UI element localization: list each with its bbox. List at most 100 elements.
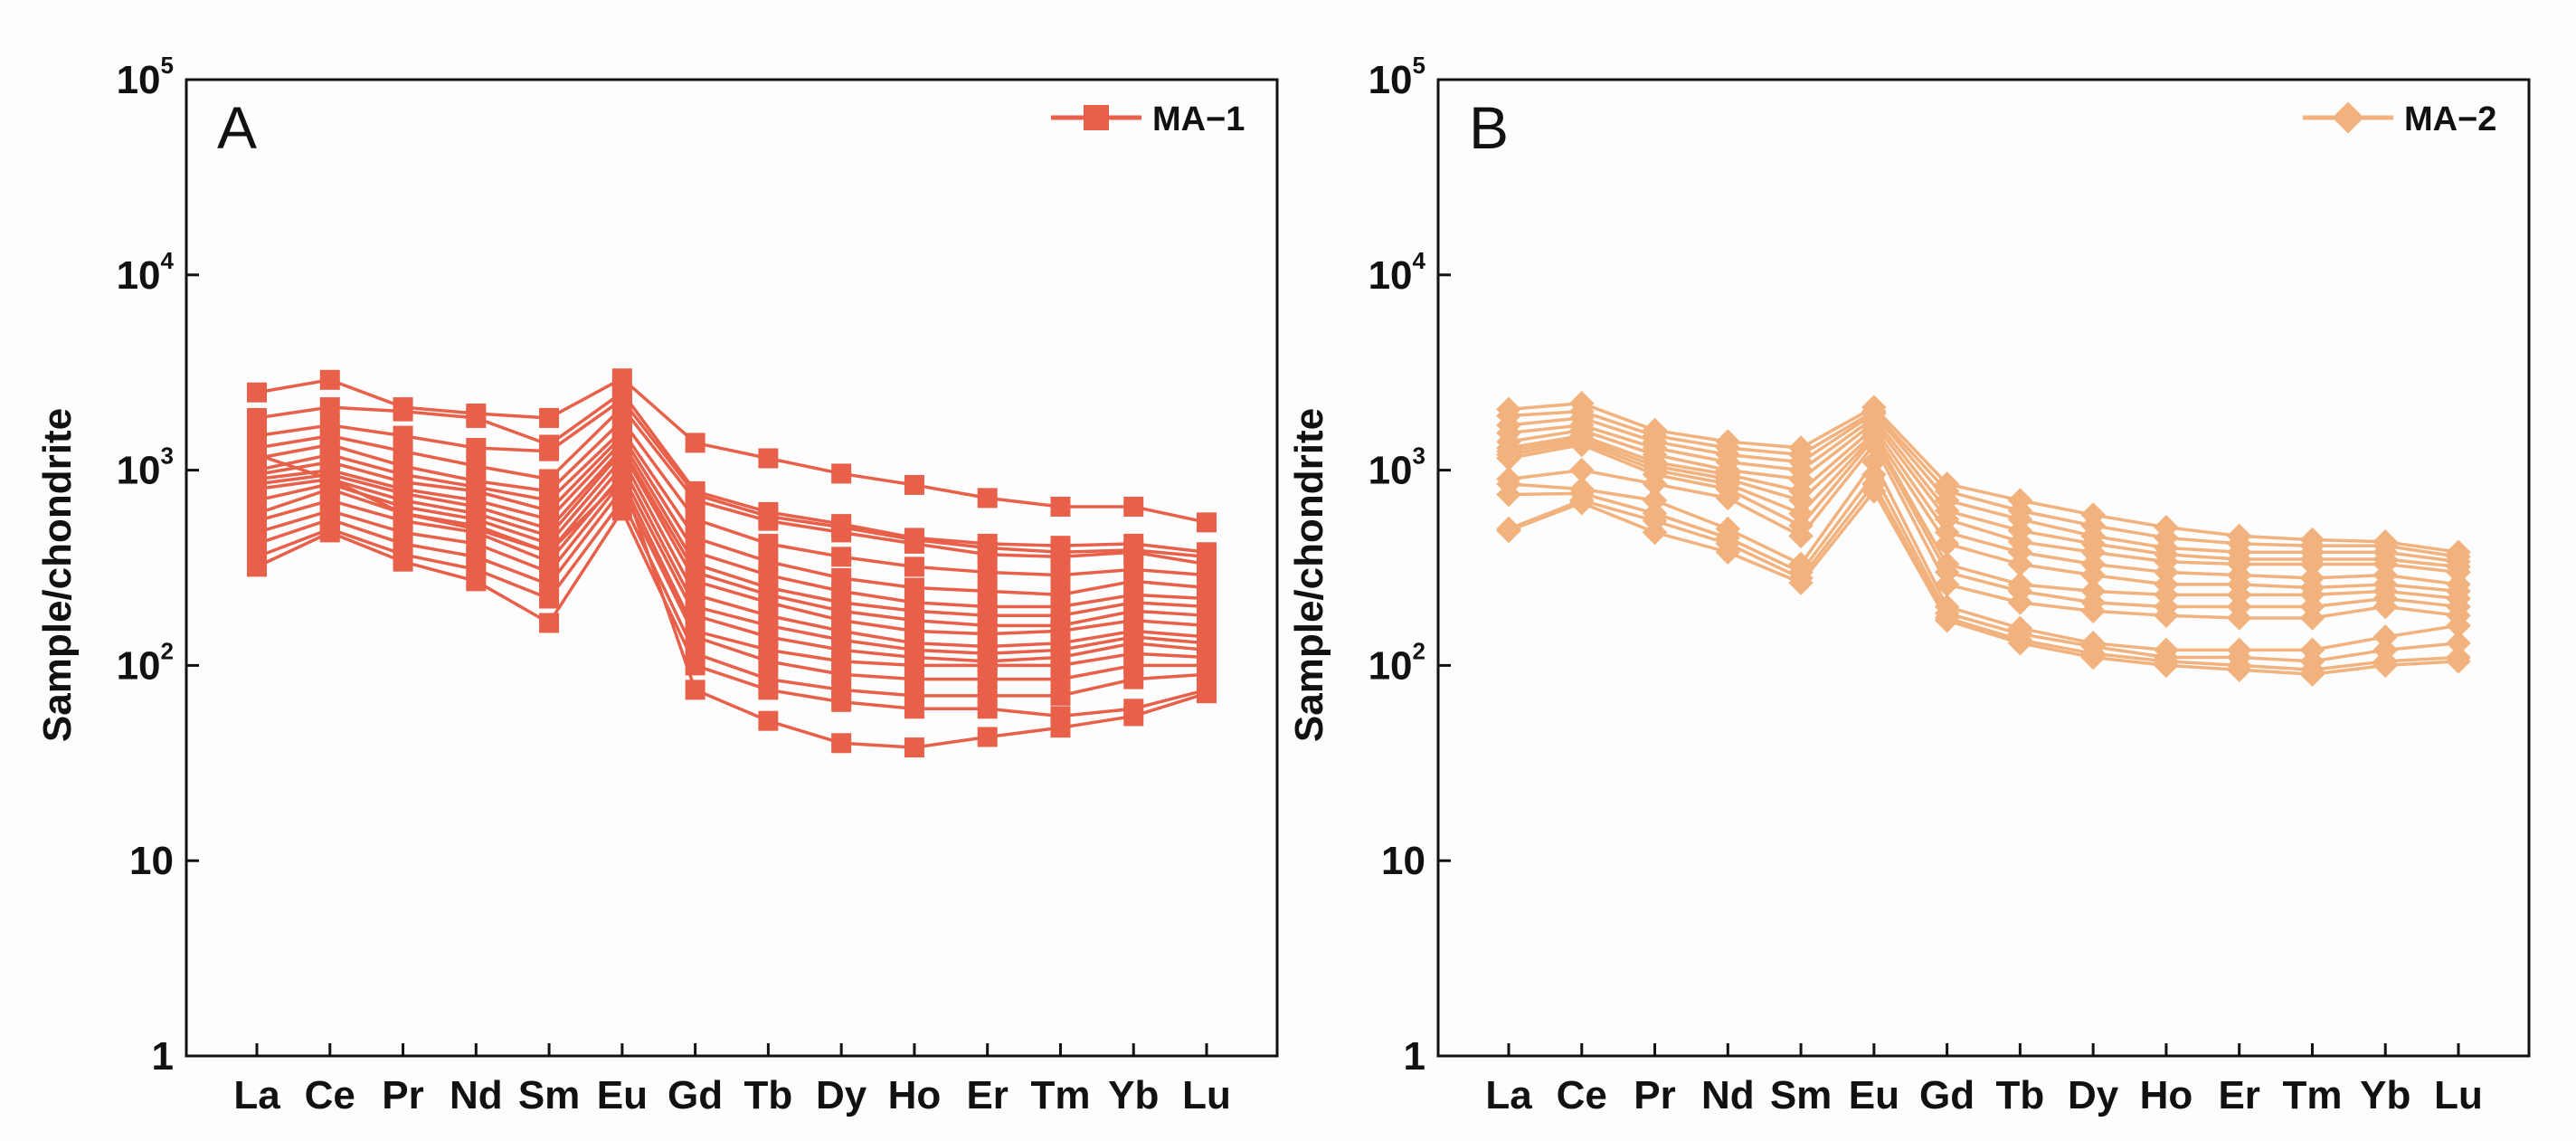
data-point — [1715, 485, 1741, 511]
y-tick-label: 1 — [152, 1034, 174, 1079]
data-point — [1123, 706, 1144, 727]
series-path — [256, 507, 1208, 718]
data-point — [2226, 657, 2252, 682]
series-line — [1496, 426, 2471, 620]
series-line — [247, 425, 1217, 617]
data-point — [466, 407, 487, 428]
series-path — [1508, 425, 2459, 586]
data-point — [2446, 631, 2471, 656]
series-path — [256, 427, 1208, 597]
series-path — [256, 397, 1208, 559]
x-tick-label: Ce — [1557, 1073, 1607, 1117]
x-tick-label: Sm — [518, 1073, 580, 1117]
data-point — [539, 441, 560, 461]
data-point — [1861, 479, 1887, 504]
x-tick-label: Tb — [744, 1073, 793, 1117]
data-point — [2372, 624, 2398, 650]
x-tick-label: Er — [2218, 1073, 2259, 1117]
data-point — [1788, 523, 1814, 549]
legend-label: MA−2 — [2404, 100, 2496, 138]
series-path — [1508, 401, 2459, 555]
data-point — [1788, 570, 1814, 595]
y-tick-label: 103 — [1368, 442, 1425, 493]
data-point — [1123, 496, 1144, 517]
data-point — [247, 444, 267, 465]
data-point — [1496, 481, 1521, 508]
data-point — [758, 710, 779, 731]
x-tick-label: Tb — [1996, 1073, 2045, 1117]
data-point — [2446, 649, 2471, 674]
y-tick-label: 105 — [117, 52, 174, 102]
x-tick-label: Yb — [2360, 1073, 2410, 1117]
x-tick-label: Nd — [1701, 1073, 1755, 1117]
data-point — [1642, 519, 1668, 546]
x-tick-label: Sm — [1770, 1073, 1832, 1117]
series-path — [256, 497, 1208, 698]
x-tick-label: Ho — [2140, 1073, 2193, 1117]
series-path — [256, 478, 1208, 668]
data-point — [904, 533, 924, 554]
data-point — [758, 651, 779, 671]
series-path — [1508, 480, 2459, 671]
data-point — [2299, 551, 2325, 577]
data-point — [1084, 105, 1109, 130]
data-point — [1123, 669, 1144, 689]
series-path — [256, 417, 1208, 577]
x-tick-label: Gd — [1919, 1073, 1975, 1117]
data-point — [247, 407, 267, 428]
data-point — [1197, 683, 1217, 704]
data-point — [977, 699, 998, 719]
y-tick-label: 103 — [117, 442, 174, 493]
series-path — [256, 404, 1208, 566]
data-point — [2372, 652, 2398, 679]
series-path — [256, 445, 1208, 628]
data-point — [1123, 542, 1144, 563]
x-tick-label: Yb — [1108, 1073, 1159, 1117]
data-point — [1050, 496, 1071, 517]
data-point — [1050, 718, 1071, 738]
series-path — [1508, 409, 2459, 559]
data-point — [1197, 512, 1217, 533]
y-axis-label: Sample/chondrite — [35, 408, 80, 742]
x-tick-label: Eu — [1849, 1073, 1899, 1117]
data-point — [904, 699, 924, 719]
data-point — [831, 463, 852, 484]
data-point — [611, 500, 632, 521]
series-path — [256, 448, 1208, 636]
panel-letter: B — [1469, 94, 1509, 161]
data-point — [2299, 661, 2325, 688]
data-point — [904, 474, 924, 495]
data-point — [685, 509, 706, 529]
y-tick-label: 10 — [129, 839, 174, 883]
y-tick-label: 104 — [1368, 247, 1426, 298]
panel-letter: A — [217, 94, 257, 161]
series-line — [247, 397, 1217, 575]
series-path — [256, 486, 1207, 681]
y-tick-label: 10 — [1381, 839, 1425, 883]
data-point — [831, 664, 852, 685]
data-point — [393, 551, 413, 572]
data-point — [758, 448, 779, 469]
data-point — [977, 727, 998, 747]
data-point — [539, 613, 560, 633]
data-point — [1050, 547, 1071, 567]
data-point — [1642, 488, 1668, 513]
y-tick-label: 1 — [1404, 1034, 1425, 1079]
data-point — [319, 522, 340, 543]
y-tick-label: 105 — [1368, 52, 1425, 102]
series-path — [256, 452, 1208, 749]
legend-label: MA−1 — [1152, 100, 1245, 138]
series-line — [247, 444, 1217, 758]
x-tick-label: Er — [966, 1073, 1008, 1117]
panel-b: 1 10 102 103 104 105 La Ce Pr Nd Sm Eu Gd Tb Dy Ho Er Tm Y… — [1287, 52, 2531, 1117]
data-point — [758, 510, 779, 531]
data-point — [2007, 590, 2033, 615]
data-point — [2007, 551, 2033, 577]
data-point — [1197, 664, 1217, 685]
x-tick-label: La — [1485, 1073, 1532, 1117]
series-line — [247, 490, 1217, 706]
data-point — [904, 669, 924, 689]
series-path — [256, 390, 1208, 555]
series-path — [256, 376, 1208, 525]
